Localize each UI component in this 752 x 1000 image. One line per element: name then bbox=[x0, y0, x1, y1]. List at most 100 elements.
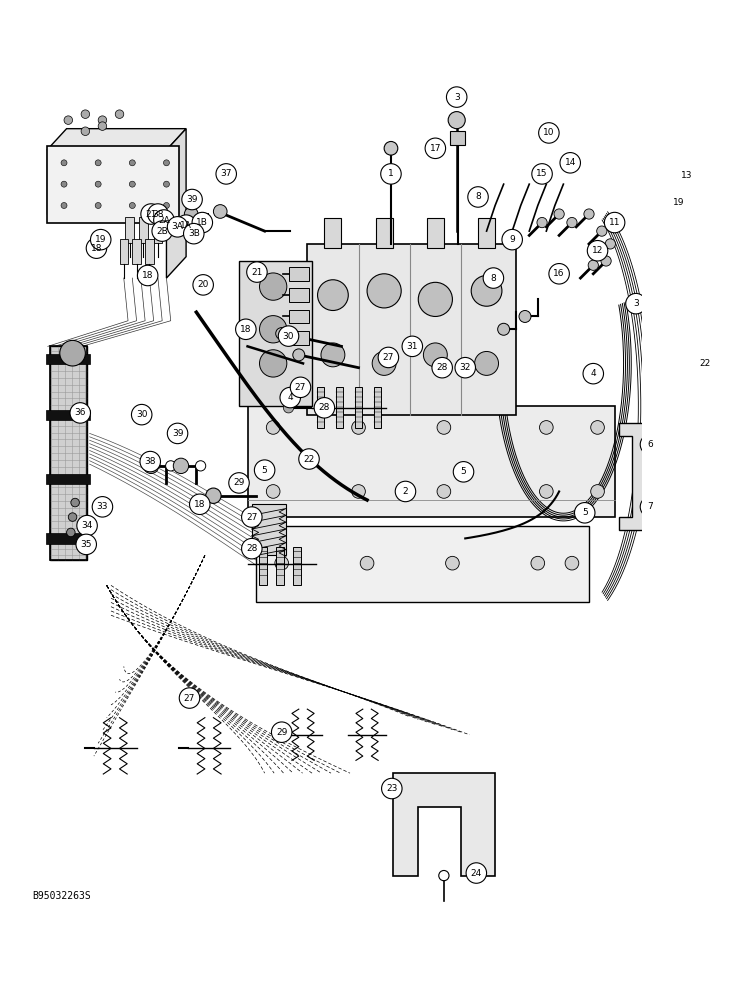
Text: 29: 29 bbox=[276, 728, 287, 737]
Circle shape bbox=[575, 503, 595, 523]
Circle shape bbox=[626, 293, 646, 314]
Circle shape bbox=[539, 485, 553, 498]
FancyBboxPatch shape bbox=[289, 267, 309, 281]
Text: 9: 9 bbox=[509, 235, 515, 244]
Circle shape bbox=[538, 123, 559, 143]
FancyBboxPatch shape bbox=[259, 547, 267, 585]
Text: 28: 28 bbox=[319, 403, 330, 412]
Circle shape bbox=[214, 205, 227, 218]
Text: 3: 3 bbox=[453, 93, 459, 102]
Circle shape bbox=[163, 181, 169, 187]
Text: 1B: 1B bbox=[196, 218, 208, 227]
Circle shape bbox=[129, 181, 135, 187]
Circle shape bbox=[537, 217, 547, 228]
Circle shape bbox=[502, 229, 523, 250]
Circle shape bbox=[314, 398, 335, 418]
Text: 29: 29 bbox=[233, 478, 244, 487]
Circle shape bbox=[352, 421, 365, 434]
Circle shape bbox=[179, 688, 200, 708]
Text: 3: 3 bbox=[633, 299, 639, 308]
Circle shape bbox=[539, 421, 553, 434]
Circle shape bbox=[468, 187, 488, 207]
Circle shape bbox=[605, 239, 615, 249]
Text: 35: 35 bbox=[80, 540, 92, 549]
Text: 5: 5 bbox=[461, 467, 466, 476]
Circle shape bbox=[115, 110, 124, 118]
Circle shape bbox=[601, 256, 611, 266]
FancyBboxPatch shape bbox=[46, 410, 90, 420]
Text: 16: 16 bbox=[553, 269, 565, 278]
Circle shape bbox=[549, 264, 569, 284]
Text: 18: 18 bbox=[91, 244, 102, 253]
Text: 28: 28 bbox=[246, 544, 257, 553]
Text: 21: 21 bbox=[251, 268, 262, 277]
Circle shape bbox=[519, 310, 531, 322]
Polygon shape bbox=[47, 129, 186, 150]
Text: 37: 37 bbox=[220, 169, 232, 178]
Text: 38: 38 bbox=[144, 457, 156, 466]
Text: 6: 6 bbox=[647, 440, 653, 449]
Circle shape bbox=[196, 461, 206, 471]
Circle shape bbox=[76, 534, 96, 555]
Circle shape bbox=[565, 556, 579, 570]
Circle shape bbox=[381, 778, 402, 799]
Circle shape bbox=[560, 153, 581, 173]
Polygon shape bbox=[166, 129, 186, 278]
Circle shape bbox=[293, 349, 305, 361]
Circle shape bbox=[96, 160, 102, 166]
Text: B95032263S: B95032263S bbox=[32, 891, 91, 901]
Text: 8: 8 bbox=[475, 192, 481, 201]
FancyBboxPatch shape bbox=[47, 146, 179, 223]
Circle shape bbox=[588, 260, 599, 270]
FancyBboxPatch shape bbox=[132, 239, 141, 264]
Circle shape bbox=[99, 122, 107, 130]
Circle shape bbox=[132, 404, 152, 425]
Text: 13: 13 bbox=[681, 171, 693, 180]
Text: 10: 10 bbox=[543, 128, 555, 137]
Circle shape bbox=[99, 116, 107, 124]
Circle shape bbox=[129, 160, 135, 166]
Circle shape bbox=[275, 556, 289, 570]
FancyBboxPatch shape bbox=[145, 239, 153, 264]
Text: 31: 31 bbox=[407, 342, 418, 351]
FancyBboxPatch shape bbox=[252, 504, 286, 555]
Text: 3A: 3A bbox=[171, 222, 183, 231]
Text: 30: 30 bbox=[283, 332, 294, 341]
Circle shape bbox=[567, 217, 577, 228]
Circle shape bbox=[596, 226, 607, 236]
Text: 2: 2 bbox=[402, 487, 408, 496]
Circle shape bbox=[425, 138, 446, 159]
Polygon shape bbox=[393, 773, 495, 876]
Circle shape bbox=[165, 461, 176, 471]
Circle shape bbox=[266, 421, 280, 434]
Circle shape bbox=[418, 282, 453, 316]
Circle shape bbox=[317, 280, 348, 310]
Circle shape bbox=[423, 343, 447, 367]
FancyBboxPatch shape bbox=[374, 387, 381, 428]
FancyBboxPatch shape bbox=[46, 354, 90, 364]
Text: 19: 19 bbox=[673, 198, 684, 207]
Circle shape bbox=[147, 204, 168, 224]
FancyBboxPatch shape bbox=[317, 387, 323, 428]
Circle shape bbox=[61, 181, 67, 187]
FancyBboxPatch shape bbox=[153, 217, 162, 243]
Circle shape bbox=[472, 275, 502, 306]
Circle shape bbox=[475, 351, 499, 375]
Text: 19: 19 bbox=[95, 235, 107, 244]
Circle shape bbox=[184, 207, 198, 221]
Circle shape bbox=[284, 403, 293, 413]
Circle shape bbox=[455, 357, 475, 378]
Polygon shape bbox=[47, 150, 166, 214]
Circle shape bbox=[384, 141, 398, 155]
FancyBboxPatch shape bbox=[120, 239, 128, 264]
Circle shape bbox=[402, 336, 423, 357]
Circle shape bbox=[167, 423, 188, 444]
Circle shape bbox=[438, 870, 449, 881]
Circle shape bbox=[96, 181, 102, 187]
FancyBboxPatch shape bbox=[450, 131, 465, 145]
FancyBboxPatch shape bbox=[139, 217, 147, 243]
Circle shape bbox=[483, 268, 504, 288]
Text: 23: 23 bbox=[386, 784, 398, 793]
Circle shape bbox=[352, 485, 365, 498]
Circle shape bbox=[138, 265, 158, 286]
